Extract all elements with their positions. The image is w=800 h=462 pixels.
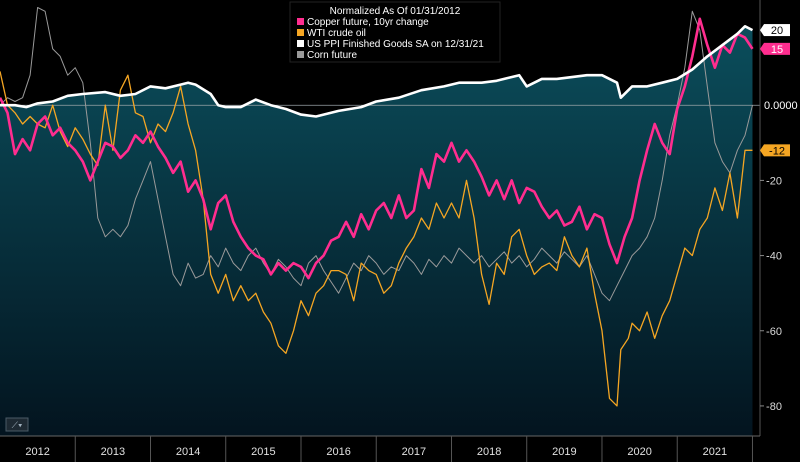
x-tick-label: 2015 bbox=[251, 446, 275, 458]
x-tick-label: 2019 bbox=[552, 446, 576, 458]
badge-box bbox=[764, 24, 790, 37]
legend-swatch bbox=[297, 40, 304, 47]
y-tick-label: -60 bbox=[766, 326, 782, 338]
series-line-wti-crude-oil bbox=[0, 71, 753, 407]
y-tick-label: -80 bbox=[766, 401, 782, 413]
y-tick-label: -20 bbox=[766, 175, 782, 187]
x-tick-label: 2021 bbox=[703, 446, 727, 458]
badge--12: -12 bbox=[760, 144, 790, 157]
chart-title: Normalized As Of 01/31/2012 bbox=[330, 6, 461, 17]
badge-pointer bbox=[760, 24, 764, 37]
chart-type-button-box[interactable] bbox=[5, 417, 29, 432]
series-line-us-ppi-finished-goods-sa-on-12-31-21 bbox=[0, 24, 754, 118]
badge-box bbox=[764, 144, 790, 157]
badge-pointer bbox=[760, 144, 764, 157]
legend-item: US PPI Finished Goods SA on 12/31/21 bbox=[297, 39, 484, 50]
legend-label: Copper future, 10yr change bbox=[307, 17, 429, 28]
zero-value-label: 0.0000 bbox=[764, 100, 798, 112]
badge-15: 15 bbox=[760, 42, 790, 56]
series-line-corn-future bbox=[0, 7, 753, 302]
badge-value: -12 bbox=[769, 145, 785, 157]
legend-item: Copper future, 10yr change bbox=[297, 17, 429, 28]
x-tick-label: 2020 bbox=[627, 446, 651, 458]
badge-box bbox=[764, 42, 790, 55]
plot-area bbox=[0, 7, 760, 436]
legend-label: Corn future bbox=[307, 50, 357, 61]
series-lines bbox=[0, 7, 754, 407]
series-line-copper-future-10yr-change bbox=[0, 17, 754, 280]
last-value-badges: 20 15 -12 bbox=[760, 24, 790, 157]
ppi-area-fill bbox=[0, 26, 753, 436]
legend-box bbox=[289, 1, 501, 63]
x-tick-label: 2017 bbox=[402, 446, 426, 458]
badge-value: 20 bbox=[771, 25, 783, 37]
x-tick-label: 2013 bbox=[101, 446, 125, 458]
legend-item: Corn future bbox=[297, 50, 357, 61]
x-tick-label: 2012 bbox=[25, 446, 49, 458]
legend-label: WTI crude oil bbox=[307, 28, 366, 39]
x-axis: 2012 2013 2014 2015 2016 2017 2018 2019 2020 2021 bbox=[25, 436, 753, 462]
legend-swatch bbox=[297, 29, 304, 36]
chart-type-icon: ⟋▾ bbox=[12, 420, 23, 430]
legend-label: US PPI Finished Goods SA on 12/31/21 bbox=[307, 39, 484, 50]
legend-item: WTI crude oil bbox=[297, 28, 366, 39]
legend: Normalized As Of 01/31/2012 Copper futur… bbox=[289, 1, 501, 63]
badge-value: 15 bbox=[771, 44, 783, 56]
x-tick-label: 2014 bbox=[176, 446, 200, 458]
badge-20: 20 bbox=[760, 24, 790, 37]
legend-swatch bbox=[297, 51, 304, 58]
badge-pointer bbox=[760, 42, 764, 55]
y-axis: -20 -40 -60 -80 0.0000 bbox=[760, 100, 798, 413]
x-tick-label: 2016 bbox=[326, 446, 350, 458]
chart-type-button[interactable]: ⟋▾ bbox=[5, 417, 29, 432]
legend-swatch bbox=[297, 18, 304, 25]
y-tick-label: -40 bbox=[766, 251, 782, 263]
x-tick-label: 2018 bbox=[477, 446, 501, 458]
